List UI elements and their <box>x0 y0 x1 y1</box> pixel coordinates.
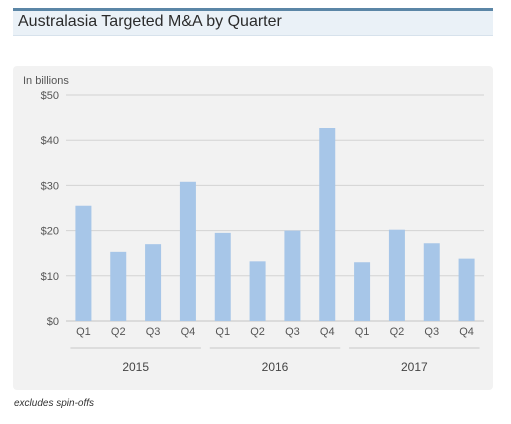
year-label: 2015 <box>122 360 149 374</box>
year-label: 2017 <box>401 360 428 374</box>
x-tick-label: Q3 <box>146 326 161 338</box>
x-tick-label: Q2 <box>250 326 265 338</box>
year-label: 2016 <box>262 360 289 374</box>
footnote: excludes spin-offs <box>14 398 95 409</box>
bar <box>319 127 336 321</box>
bar <box>75 205 92 321</box>
title-accent-rule <box>13 8 493 11</box>
bar <box>458 258 475 321</box>
bar <box>354 262 371 321</box>
y-tick-label: $0 <box>47 316 59 328</box>
bar <box>110 251 127 321</box>
page-title: Australasia Targeted M&A by Quarter <box>18 13 282 30</box>
x-tick-label: Q4 <box>181 326 196 338</box>
y-tick-label: $20 <box>41 226 59 238</box>
bar-chart: In billions $0 $10 $20 $30 $40 $50 Q1 Q2 Q3 Q4 2015… <box>23 75 484 374</box>
y-tick-label: $40 <box>41 135 59 147</box>
y-tick-label: $10 <box>41 271 59 283</box>
x-tick-label: Q3 <box>285 326 300 338</box>
bar <box>145 244 162 321</box>
bar <box>214 232 231 321</box>
x-tick-label: Q4 <box>320 326 335 338</box>
x-tick-label: Q2 <box>390 326 405 338</box>
y-tick-label: $30 <box>41 180 59 192</box>
title-bar: Australasia Targeted M&A by Quarter <box>13 11 493 36</box>
y-tick-label: $50 <box>41 90 59 102</box>
x-tick-label: Q1 <box>76 326 91 338</box>
bar <box>284 230 301 321</box>
unit-label: In billions <box>23 75 69 87</box>
chart-panel: In billions $0 $10 $20 $30 $40 $50 Q1 Q2 Q3 Q4 2015… <box>13 66 493 390</box>
x-tick-label: Q3 <box>424 326 439 338</box>
bar <box>249 261 266 321</box>
x-tick-label: Q1 <box>215 326 230 338</box>
x-tick-label: Q1 <box>355 326 370 338</box>
bar <box>388 229 405 321</box>
x-tick-label: Q2 <box>111 326 126 338</box>
bar <box>179 181 196 321</box>
bar <box>423 243 440 321</box>
x-tick-label: Q4 <box>459 326 474 338</box>
